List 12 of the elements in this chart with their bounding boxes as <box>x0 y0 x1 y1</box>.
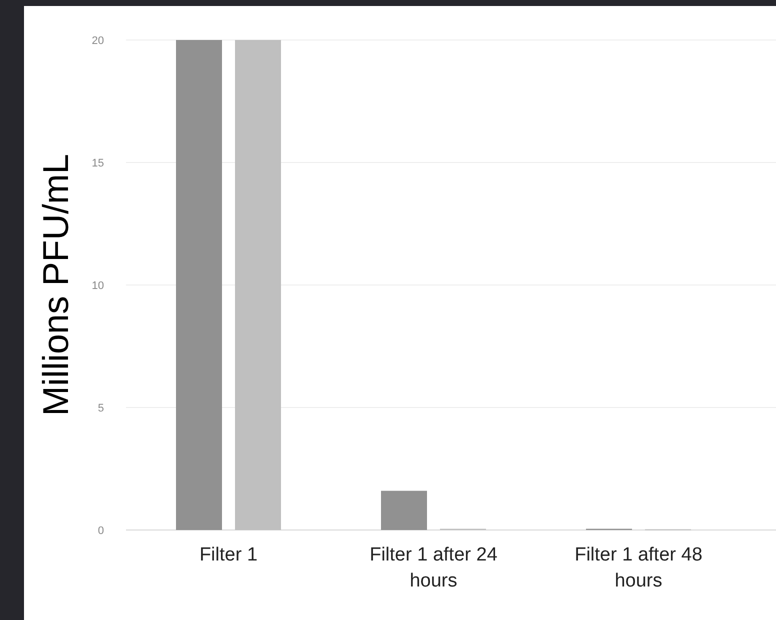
bar <box>381 490 427 530</box>
x-tick-label: Filter 1 after 48 hours <box>574 544 702 592</box>
y-tick-label: 0 <box>98 524 104 537</box>
bar <box>235 40 281 530</box>
x-tick-label: Filter 1 after 24 hours <box>370 544 498 592</box>
y-axis-title: Millions PFU/mL <box>35 154 76 416</box>
y-tick-label: 20 <box>92 34 104 47</box>
bar <box>176 40 222 530</box>
y-tick-label: 15 <box>92 157 104 170</box>
y-tick-label: 10 <box>92 280 104 292</box>
x-tick-label: Filter 1 <box>199 544 258 566</box>
y-tick-label: 5 <box>98 402 104 414</box>
